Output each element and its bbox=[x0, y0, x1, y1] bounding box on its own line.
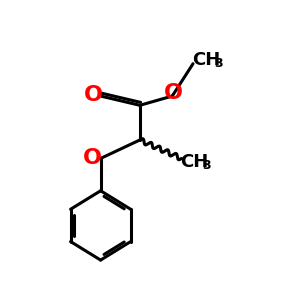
Text: 3: 3 bbox=[214, 57, 222, 70]
Text: O: O bbox=[84, 85, 103, 105]
Text: 3: 3 bbox=[202, 159, 211, 172]
Text: O: O bbox=[83, 148, 102, 168]
Text: CH: CH bbox=[180, 153, 208, 171]
Text: O: O bbox=[164, 82, 183, 103]
Text: CH: CH bbox=[192, 51, 220, 69]
